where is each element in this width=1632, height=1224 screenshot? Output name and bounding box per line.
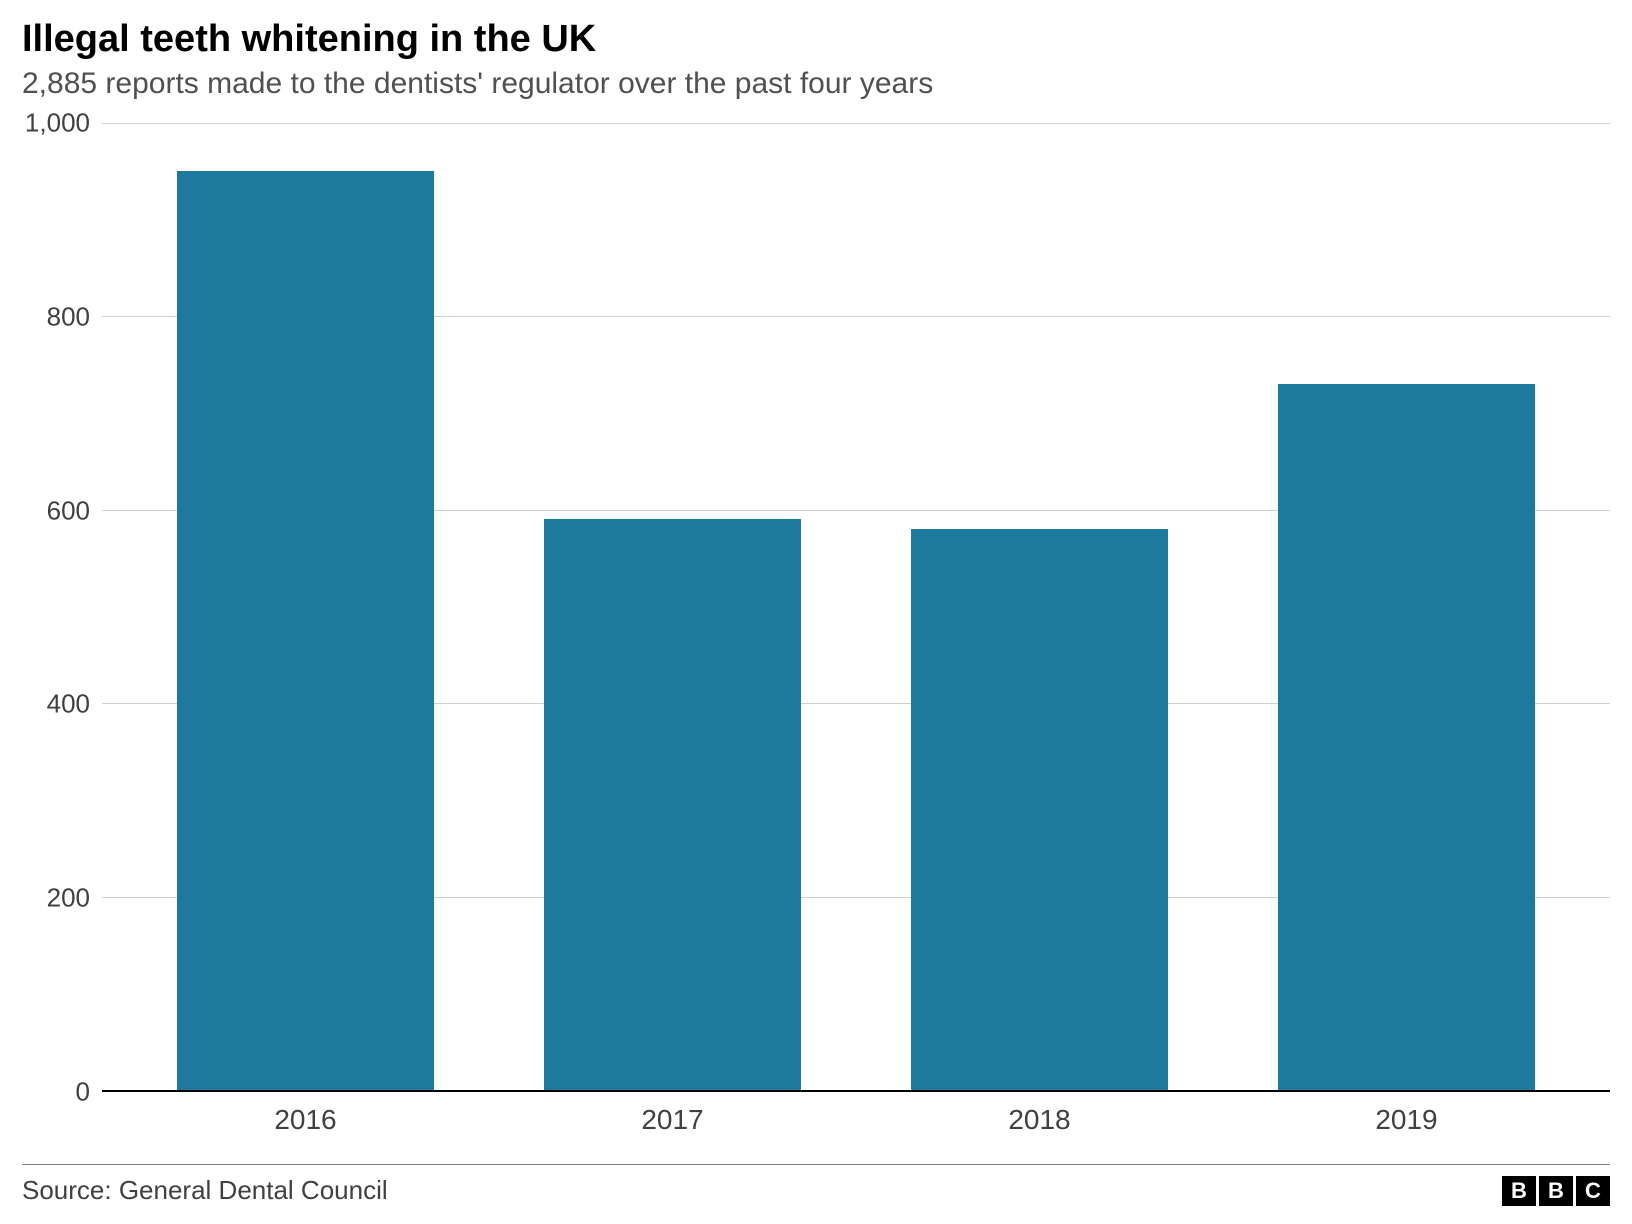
bar-slot [856,123,1223,1090]
chart-footer: Source: General Dental Council BBC [22,1164,1610,1206]
bbc-logo-box: B [1502,1176,1536,1206]
source-text: Source: General Dental Council [22,1175,388,1206]
plot-wrapper: 02004006008001,000 2016201720182019 [22,123,1610,1136]
x-labels: 2016201720182019 [102,1104,1610,1136]
y-tick-label: 1,000 [25,108,102,139]
bar-slot [1223,123,1590,1090]
y-tick-label: 600 [47,495,102,526]
bbc-logo: BBC [1502,1176,1610,1206]
y-tick-label: 800 [47,301,102,332]
x-tick-label: 2017 [489,1104,856,1136]
bar [544,519,801,1090]
bbc-logo-box: B [1539,1176,1573,1206]
x-axis: 2016201720182019 [22,1104,1610,1136]
x-tick-label: 2019 [1223,1104,1590,1136]
chart-subtitle: 2,885 reports made to the dentists' regu… [22,67,1610,101]
bar-slot [122,123,489,1090]
chart-title: Illegal teeth whitening in the UK [22,18,1610,61]
y-axis: 02004006008001,000 [22,123,102,1092]
y-tick-label: 400 [47,689,102,720]
x-tick-label: 2016 [122,1104,489,1136]
bbc-logo-box: C [1576,1176,1610,1206]
y-tick-label: 200 [47,883,102,914]
chart-container: Illegal teeth whitening in the UK 2,885 … [22,18,1610,1206]
bar-slot [489,123,856,1090]
bars-area [102,123,1610,1090]
y-tick-label: 0 [76,1077,102,1108]
bar [177,171,434,1090]
chart-body [102,123,1610,1092]
bar [911,529,1168,1090]
plot-area: 02004006008001,000 [22,123,1610,1092]
bar [1278,384,1535,1090]
x-tick-label: 2018 [856,1104,1223,1136]
